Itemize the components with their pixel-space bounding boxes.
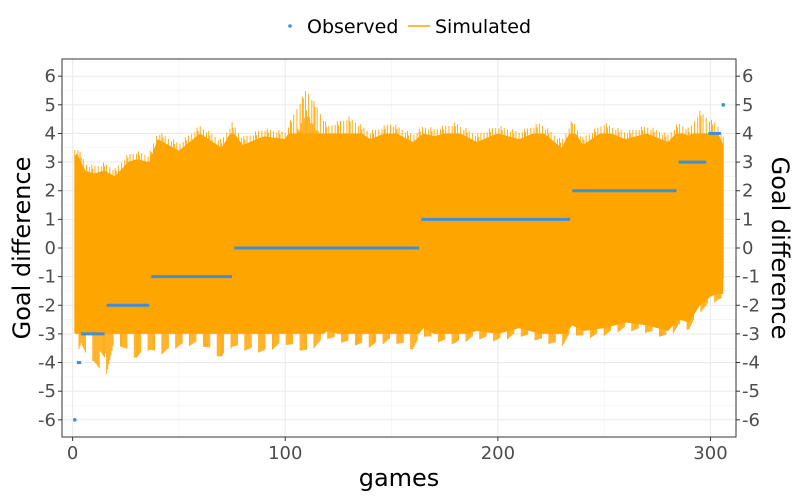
y-tick-label-right: 0 (742, 238, 753, 259)
x-tick-label: 200 (481, 443, 515, 464)
simulated-series (74, 91, 724, 374)
simulated-band-core (74, 133, 724, 334)
y-tick-label-left: 4 (45, 123, 56, 144)
observed-series (72, 103, 726, 422)
y-tick-label-right: -1 (742, 267, 760, 288)
y-tick-label-right: 2 (742, 181, 753, 202)
x-tick-label: 0 (67, 443, 78, 464)
y-tick-label-right: 6 (742, 66, 753, 87)
y-tick-label-left: -4 (38, 353, 56, 374)
y-tick-label-left: -2 (38, 295, 56, 316)
y-tick-label-left: 6 (45, 66, 56, 87)
y-tick-label-left: -6 (38, 410, 56, 431)
y-tick-label-right: 3 (742, 152, 753, 173)
y-tick-label-right: -4 (742, 353, 760, 374)
x-tick-label: 100 (268, 443, 302, 464)
y-tick-label-right: 4 (742, 123, 753, 144)
observed-point (72, 418, 77, 422)
y-tick-label-right: -5 (742, 381, 760, 402)
observed-point (721, 103, 726, 107)
y-tick-label-left: 5 (45, 95, 56, 116)
x-tick-label: 300 (693, 443, 727, 464)
y-tick-label-left: 0 (45, 238, 56, 259)
y-axis-left: -6 -5 -4 -3 -2 -1 0 1 2 3 4 5 6 (38, 66, 62, 431)
y-tick-label-left: 1 (45, 209, 56, 230)
y-tick-label-left: 3 (45, 152, 56, 173)
y-tick-label-right: -3 (742, 324, 760, 345)
legend: Observed Simulated (288, 16, 531, 38)
y-axis-right-title: Goal difference (766, 157, 794, 340)
y-tick-label-left: -5 (38, 381, 56, 402)
y-tick-label-right: -2 (742, 295, 760, 316)
x-axis-title: games (359, 464, 440, 492)
y-tick-label-left: 2 (45, 181, 56, 202)
y-tick-label-right: -6 (742, 410, 760, 431)
legend-observed-marker (288, 24, 292, 28)
legend-observed-label: Observed (307, 16, 398, 38)
x-axis: 0 100 200 300 (67, 437, 728, 464)
y-tick-label-left: -3 (38, 324, 56, 345)
y-axis-right: -6 -5 -4 -3 -2 -1 0 1 2 3 4 5 6 (736, 66, 760, 431)
y-tick-label-right: 5 (742, 95, 753, 116)
y-tick-label-left: -1 (38, 267, 56, 288)
y-axis-left-title: Goal difference (8, 157, 36, 340)
legend-simulated-label: Simulated (435, 16, 531, 38)
y-tick-label-right: 1 (742, 209, 753, 230)
